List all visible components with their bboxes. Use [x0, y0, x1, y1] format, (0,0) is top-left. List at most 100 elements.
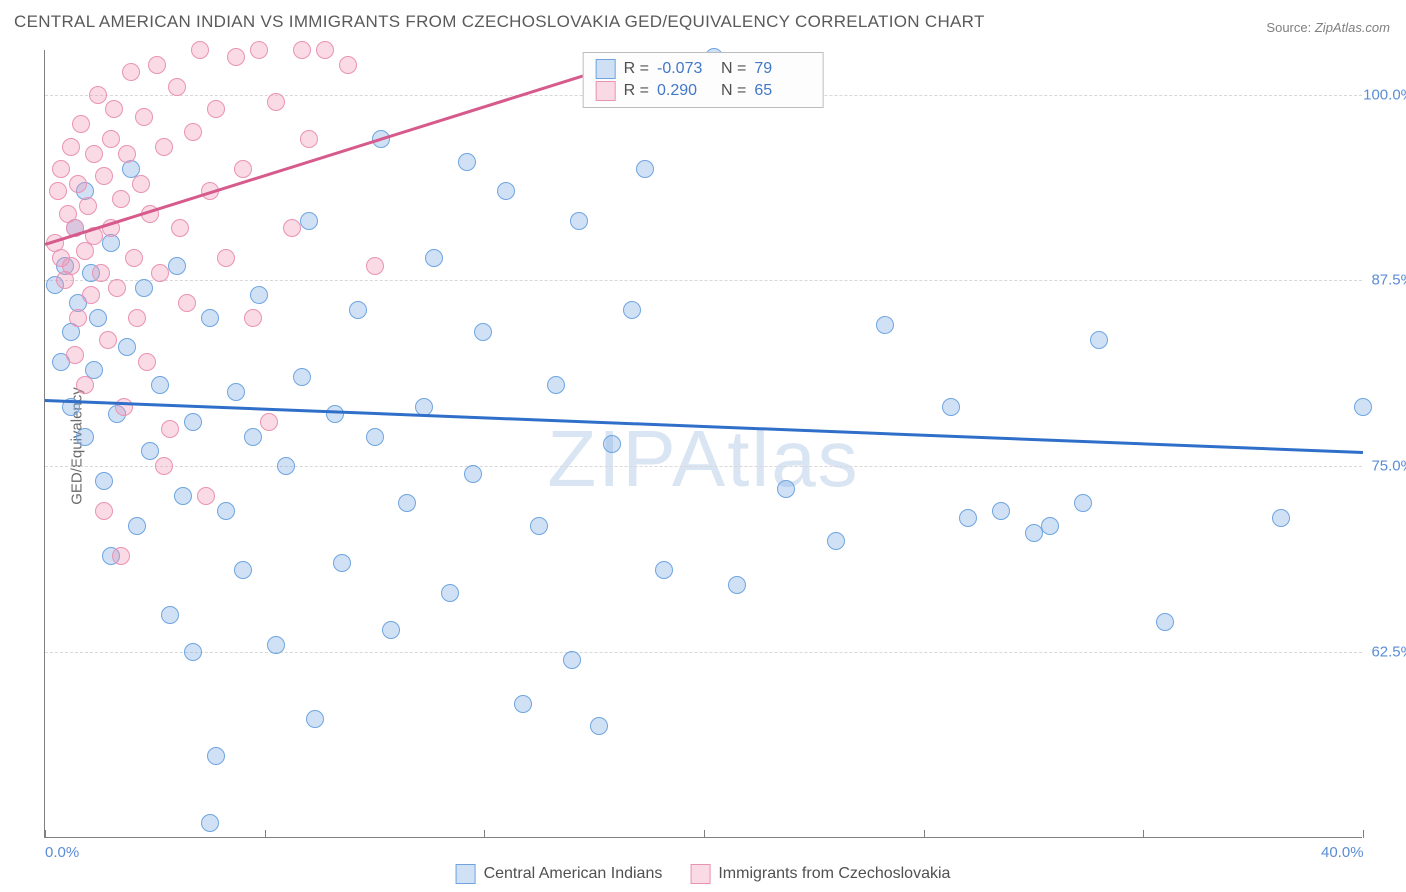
scatter-point — [82, 286, 100, 304]
scatter-point — [1272, 509, 1290, 527]
series-legend: Central American IndiansImmigrants from … — [456, 864, 951, 884]
gridline — [45, 466, 1362, 467]
scatter-point — [69, 175, 87, 193]
scatter-point — [148, 56, 166, 74]
xtick — [45, 830, 46, 838]
scatter-point — [777, 480, 795, 498]
legend-swatch — [596, 81, 616, 101]
scatter-point — [458, 153, 476, 171]
scatter-point — [563, 651, 581, 669]
scatter-point — [636, 160, 654, 178]
scatter-point — [178, 294, 196, 312]
legend-row: R =-0.073N =79 — [596, 59, 811, 79]
scatter-point — [300, 130, 318, 148]
scatter-point — [260, 413, 278, 431]
scatter-point — [425, 249, 443, 267]
scatter-point — [267, 636, 285, 654]
xtick — [704, 830, 705, 838]
trend-line — [45, 399, 1363, 454]
scatter-point — [62, 138, 80, 156]
scatter-point — [95, 502, 113, 520]
scatter-point — [201, 309, 219, 327]
scatter-point — [69, 309, 87, 327]
gridline — [45, 280, 1362, 281]
xtick-label: 0.0% — [45, 844, 79, 861]
scatter-point — [122, 63, 140, 81]
scatter-point — [105, 100, 123, 118]
scatter-point — [108, 279, 126, 297]
scatter-point — [191, 41, 209, 59]
scatter-point — [474, 323, 492, 341]
gridline — [45, 652, 1362, 653]
scatter-point — [244, 428, 262, 446]
scatter-point — [333, 554, 351, 572]
correlation-legend: R =-0.073N =79R =0.290N =65 — [583, 52, 824, 108]
scatter-point — [168, 257, 186, 275]
scatter-point — [171, 219, 189, 237]
scatter-point — [49, 182, 67, 200]
scatter-point — [1354, 398, 1372, 416]
scatter-point — [141, 442, 159, 460]
ytick-label: 87.5% — [1371, 272, 1406, 289]
ytick-label: 62.5% — [1371, 644, 1406, 661]
scatter-point — [300, 212, 318, 230]
series-legend-label: Immigrants from Czechoslovakia — [718, 865, 950, 883]
scatter-point — [217, 502, 235, 520]
xtick-label: 40.0% — [1321, 844, 1364, 861]
scatter-point — [959, 509, 977, 527]
scatter-point — [184, 413, 202, 431]
scatter-point — [227, 48, 245, 66]
legend-r-value: -0.073 — [657, 60, 713, 78]
scatter-point — [95, 167, 113, 185]
scatter-point — [366, 428, 384, 446]
scatter-point — [62, 257, 80, 275]
scatter-point — [151, 264, 169, 282]
scatter-point — [207, 100, 225, 118]
scatter-point — [184, 643, 202, 661]
legend-swatch — [596, 59, 616, 79]
source-attribution: Source: ZipAtlas.com — [1266, 20, 1390, 35]
scatter-point — [942, 398, 960, 416]
scatter-point — [464, 465, 482, 483]
chart-container: CENTRAL AMERICAN INDIAN VS IMMIGRANTS FR… — [0, 0, 1406, 892]
scatter-point — [66, 346, 84, 364]
scatter-point — [128, 517, 146, 535]
scatter-point — [283, 219, 301, 237]
scatter-point — [514, 695, 532, 713]
scatter-point — [1156, 613, 1174, 631]
scatter-point — [876, 316, 894, 334]
legend-swatch — [456, 864, 476, 884]
scatter-point — [155, 457, 173, 475]
scatter-point — [267, 93, 285, 111]
scatter-point — [112, 547, 130, 565]
scatter-point — [79, 197, 97, 215]
scatter-point — [293, 368, 311, 386]
legend-row: R =0.290N =65 — [596, 81, 811, 101]
scatter-point — [293, 41, 311, 59]
scatter-point — [728, 576, 746, 594]
scatter-point — [135, 279, 153, 297]
scatter-point — [234, 561, 252, 579]
scatter-point — [128, 309, 146, 327]
plot-area: ZIPAtlas 62.5%75.0%87.5%100.0%0.0%40.0% — [44, 50, 1362, 838]
scatter-point — [85, 145, 103, 163]
scatter-point — [201, 814, 219, 832]
scatter-point — [1074, 494, 1092, 512]
scatter-point — [316, 41, 334, 59]
scatter-point — [326, 405, 344, 423]
scatter-point — [217, 249, 235, 267]
scatter-point — [234, 160, 252, 178]
scatter-point — [138, 353, 156, 371]
scatter-point — [95, 472, 113, 490]
scatter-point — [155, 138, 173, 156]
scatter-point — [1090, 331, 1108, 349]
xtick — [484, 830, 485, 838]
scatter-point — [76, 376, 94, 394]
scatter-point — [547, 376, 565, 394]
scatter-point — [76, 428, 94, 446]
scatter-point — [99, 331, 117, 349]
scatter-point — [89, 86, 107, 104]
scatter-point — [161, 606, 179, 624]
scatter-point — [382, 621, 400, 639]
scatter-point — [132, 175, 150, 193]
